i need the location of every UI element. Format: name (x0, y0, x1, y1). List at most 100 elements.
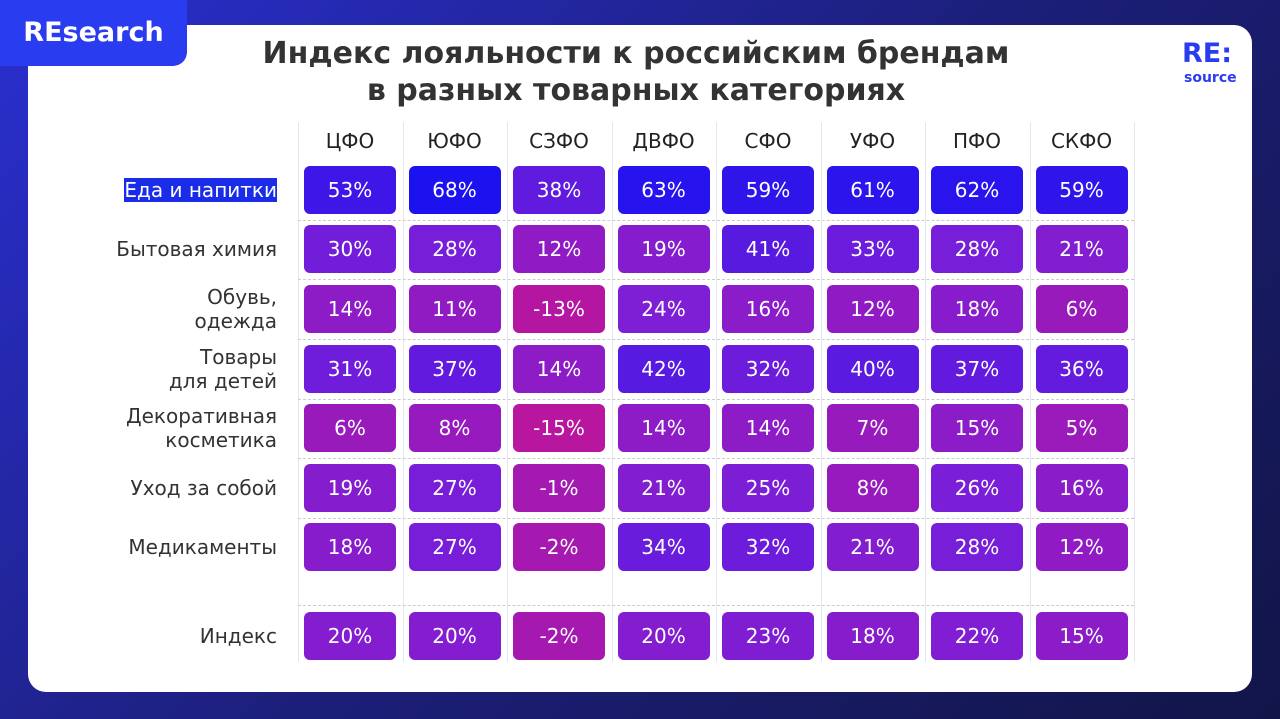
row-label: Бытовая химия (116, 237, 277, 261)
cell: 12% (513, 225, 605, 273)
column-header: УФО (849, 129, 896, 153)
cell: -2% (513, 523, 605, 571)
cell: 38% (513, 166, 605, 214)
cell: 25% (722, 464, 814, 512)
row-label-line: для детей (168, 369, 277, 393)
row-label-line: косметика (165, 428, 277, 452)
column-divider (402, 122, 404, 662)
row-label: Индекс (200, 624, 277, 648)
row-label-line: Медикаменты (128, 535, 277, 559)
row-label-line: Обувь, (207, 285, 277, 309)
row-label-line: Товары (200, 345, 277, 369)
cell: 6% (1035, 285, 1128, 333)
cell: 15% (1035, 612, 1128, 660)
badge[interactable]: REsearch (0, 0, 187, 66)
cell: 63% (617, 166, 710, 214)
cell: 20% (617, 612, 710, 660)
column-header: ДВФО (632, 129, 695, 153)
cell: 20% (304, 612, 396, 660)
row-divider (298, 605, 1134, 606)
column-divider (820, 122, 822, 662)
cell: 42% (617, 345, 710, 393)
column-divider (507, 122, 508, 662)
cell: 53% (304, 166, 396, 214)
column-header: СКФО (1050, 129, 1113, 153)
column-divider (1029, 122, 1031, 662)
cell: 33% (826, 225, 919, 273)
cell: -2% (513, 612, 605, 660)
row-label: Обувь, одежда (195, 285, 277, 333)
row-divider (298, 398, 1134, 400)
cell: 68% (408, 166, 501, 214)
cell: 20% (408, 612, 501, 660)
cell: 23% (722, 612, 814, 660)
row-label: Еда и напитки (124, 178, 277, 202)
cell: 18% (931, 285, 1023, 333)
cell: 31% (304, 345, 396, 393)
cell: 40% (826, 345, 919, 393)
title: Индекс лояльности к российским брендам (262, 36, 1010, 71)
row-label: Товары для детей (169, 345, 277, 393)
row-label: Медикаменты (128, 535, 277, 559)
cell: 62% (931, 166, 1023, 214)
cell: 12% (1035, 523, 1128, 571)
cell: 12% (826, 285, 919, 333)
cell: 28% (931, 225, 1023, 273)
logo: source (1184, 70, 1237, 86)
cell: 28% (931, 523, 1023, 571)
column-header: ЮФО (427, 129, 482, 153)
row-label-line: Декоративная (126, 404, 277, 428)
cell: 8% (826, 464, 919, 512)
row-label-line: Уход за собой (130, 476, 278, 500)
column-divider (1134, 122, 1135, 662)
cell: 21% (617, 464, 710, 512)
cell: 32% (722, 523, 814, 571)
cell: 14% (617, 404, 710, 452)
cell: 37% (931, 345, 1023, 393)
logo: RE: (1182, 38, 1233, 69)
row-divider (298, 458, 1134, 459)
cell: 30% (304, 225, 396, 273)
cell: 27% (408, 464, 501, 512)
cell: 11% (408, 285, 501, 333)
row-label-line: Индекс (199, 624, 277, 648)
row-label-line: одежда (194, 309, 277, 333)
column-divider (298, 122, 299, 662)
cell: 18% (826, 612, 919, 660)
cell: 61% (826, 166, 919, 214)
column-header: ЦФО (325, 129, 375, 153)
cell: 22% (931, 612, 1023, 660)
row-label-line: Еда и напитки (124, 178, 277, 202)
cell: 26% (931, 464, 1023, 512)
cell: 19% (617, 225, 710, 273)
cell: 59% (722, 166, 814, 214)
row-divider (298, 219, 1134, 221)
column-divider (925, 122, 926, 662)
column-header: СЗФО (529, 129, 589, 153)
row-divider (298, 517, 1134, 519)
row-label: Уход за собой (131, 476, 278, 500)
cell: 21% (826, 523, 919, 571)
cell: 16% (1035, 464, 1128, 512)
cell: 18% (304, 523, 396, 571)
cell: 14% (513, 345, 605, 393)
cell: 6% (304, 404, 396, 452)
cell: 34% (617, 523, 710, 571)
title: в разных товарных категориях (366, 73, 906, 108)
column-header: СФО (744, 129, 792, 153)
cell: 36% (1035, 345, 1128, 393)
cell: -15% (513, 404, 605, 452)
cell: -1% (513, 464, 605, 512)
row-label-line: Бытовая химия (116, 237, 277, 261)
cell: 16% (722, 285, 814, 333)
cell: 27% (408, 523, 501, 571)
cell: 41% (722, 225, 814, 273)
cell: 15% (931, 404, 1023, 452)
column-divider (716, 122, 717, 662)
cell: 14% (304, 285, 396, 333)
cell: 5% (1035, 404, 1128, 452)
cell: 14% (722, 404, 814, 452)
cell: 37% (408, 345, 501, 393)
cell: 59% (1035, 166, 1128, 214)
